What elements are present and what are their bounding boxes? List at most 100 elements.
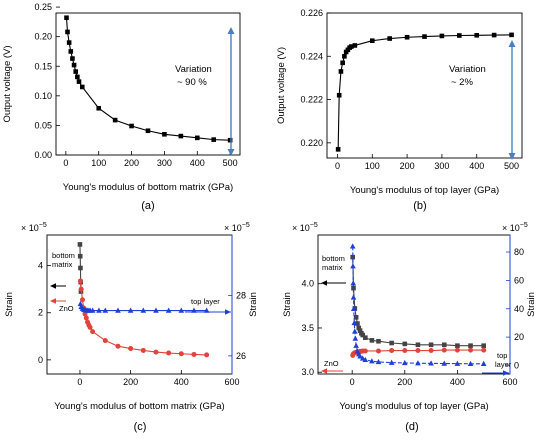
data-point [415,342,421,348]
data-point [350,254,356,260]
data-point [140,347,146,353]
right-y-tick-label: 60 [514,275,524,285]
data-point [349,44,354,49]
data-point [90,329,96,335]
data-point [481,347,487,353]
right-y-tick-label: 28 [236,290,246,300]
data-point [115,343,121,349]
data-point [353,342,359,348]
top-layer-label: top layer [191,297,220,306]
y-tick-label: 0.222 [300,95,323,105]
data-point [402,348,408,354]
data-point [467,360,474,366]
data-point [387,36,392,41]
x-tick-label: 300 [434,161,449,171]
variation-value: ~ 2% [451,77,473,88]
x-axis-label: Young's modulus of bottom matrix (GPa) [54,401,224,412]
y-tick-label: 0.20 [34,32,52,42]
data-point [83,315,89,321]
data-point [389,340,394,346]
data-point [428,360,434,366]
data-point [87,324,93,330]
bottom-matrix-arrow-head [321,280,327,286]
x-tick-label: 400 [174,377,189,387]
data-point [76,79,82,84]
x-tick-label: 200 [124,158,139,168]
y-tick-label: 0.00 [34,150,52,160]
zno-label: ZnO [324,359,339,368]
series-line [352,257,484,347]
plot-frame [326,12,523,159]
data-point [336,92,342,98]
data-point [402,341,408,347]
data-point [454,347,460,353]
data-point [115,307,121,313]
data-point [481,343,486,348]
top-layer-label: top [497,351,507,360]
data-point [474,32,480,38]
data-point [166,350,172,356]
data-point [441,347,447,353]
data-point [355,321,360,326]
y-tick-label: 2 [38,308,43,318]
data-point [153,349,159,355]
panel-caption: (a) [141,200,154,212]
variation-label: Variation [449,64,486,75]
x-tick-label: 300 [157,158,172,168]
data-point [102,307,109,313]
x-axis-label: Young's modulus of top layer (GPa) [339,401,488,412]
data-point [73,69,79,74]
y-axis-label: Strain [4,292,15,317]
x-tick-label: 400 [450,377,465,387]
data-point [351,319,358,326]
series-line [337,34,512,150]
zno-arrow-head [50,298,56,304]
y-tick-label: 4 [38,261,43,271]
variation-value: ~ 90 % [177,77,207,88]
x-tick-label: 100 [91,158,106,168]
x-tick-label: 0 [350,377,355,387]
data-point [77,300,84,307]
data-point [335,147,341,152]
bottom-matrix-arrow-head [50,283,56,289]
data-point [357,353,363,359]
data-point [468,347,474,353]
data-point [468,343,473,348]
x-tick-label: 0 [335,161,340,171]
data-point [441,360,448,366]
data-point [352,43,358,48]
x-tick-label: 0 [77,377,82,387]
y-tick-label: 4.0 [301,279,314,289]
x-tick-label: 600 [502,377,517,387]
y-tick-label: 0.05 [34,120,52,130]
data-point [369,38,375,44]
data-point [178,133,184,139]
variation-arrow-head-bottom [508,153,516,160]
data-point [349,243,356,249]
data-point [70,56,75,61]
chart-panel-b: 0 100 200 300 400 500 0.220 0.222 0.224 0.226 Youn… [276,8,523,212]
multiplier-base: × 10 [21,223,39,233]
series-0 [335,32,514,152]
data-point [428,348,434,354]
data-point [112,117,118,123]
x-tick-label: 200 [400,161,415,171]
data-point [369,358,375,364]
data-point [78,265,83,271]
y-axis-label: Output voltage (V) [276,47,287,124]
data-point [415,348,421,354]
data-point [191,351,197,357]
data-point [415,360,421,366]
data-point [203,307,210,313]
data-point [441,342,447,348]
series-ZnO [77,278,210,358]
y-axis-label: Strain [282,292,293,317]
data-point [376,338,381,344]
y-tick-label: 0 [38,355,43,365]
y-tick-label: 0.226 [300,8,323,18]
data-point [455,343,460,348]
plot-frame [317,234,511,375]
right-y-tick-label: 20 [514,332,524,342]
